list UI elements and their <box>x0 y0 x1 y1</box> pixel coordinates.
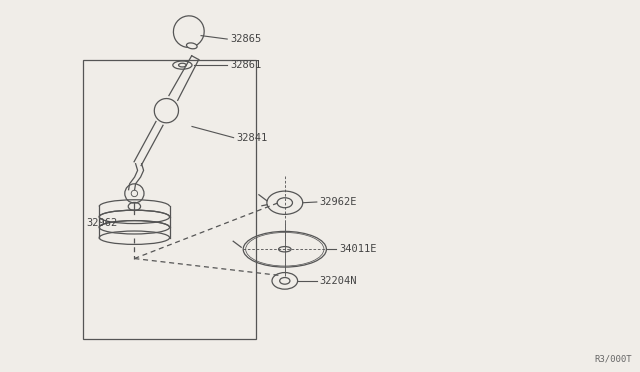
Bar <box>83 60 256 339</box>
Ellipse shape <box>186 43 197 49</box>
Text: 34011E: 34011E <box>339 244 376 254</box>
Text: 32841: 32841 <box>237 133 268 142</box>
Text: 32204N: 32204N <box>320 276 357 286</box>
Text: 32962E: 32962E <box>320 197 357 207</box>
Text: 32861: 32861 <box>230 60 262 70</box>
Ellipse shape <box>154 99 179 123</box>
Text: 32962: 32962 <box>86 218 118 228</box>
Text: 32865: 32865 <box>230 34 262 44</box>
Text: R3/000T: R3/000T <box>595 355 632 364</box>
